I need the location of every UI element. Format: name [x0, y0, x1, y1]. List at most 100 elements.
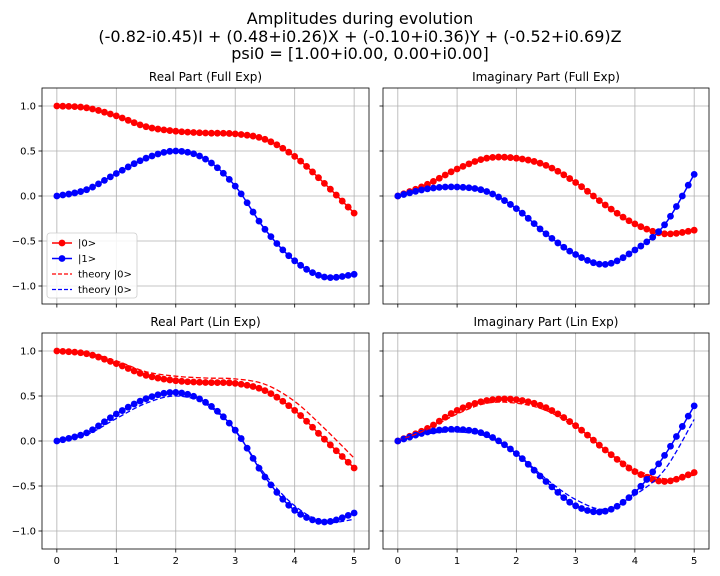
x-tick-label: 5	[691, 556, 697, 567]
data-point	[394, 437, 402, 445]
data-point	[673, 433, 680, 440]
data-point	[554, 410, 562, 418]
data-point	[184, 148, 192, 156]
data-point	[267, 233, 275, 240]
data-point	[453, 407, 461, 414]
data-point	[584, 187, 591, 195]
data-point	[667, 230, 674, 238]
data-point	[338, 273, 346, 280]
data-point	[590, 192, 597, 200]
legend-box	[46, 232, 138, 299]
data-point	[554, 239, 562, 247]
data-point	[649, 227, 657, 235]
data-point	[285, 501, 293, 509]
x-tick-label: 3	[232, 556, 238, 567]
data-point	[160, 389, 168, 397]
data-point	[518, 155, 526, 163]
data-point	[321, 435, 328, 443]
data-point	[261, 225, 269, 233]
data-point	[326, 441, 334, 449]
data-point	[65, 102, 73, 110]
data-point	[142, 395, 150, 403]
data-point	[566, 247, 574, 255]
data-point	[447, 168, 455, 176]
data-point	[160, 375, 168, 383]
data-point	[625, 250, 633, 258]
data-point	[237, 131, 245, 138]
plot-area	[394, 395, 698, 516]
data-point	[178, 377, 186, 385]
y-tick-label: −1.0	[12, 282, 36, 293]
data-point	[225, 379, 233, 387]
data-point	[530, 399, 538, 407]
x-tick-label: 4	[291, 556, 297, 567]
data-point	[678, 473, 686, 481]
data-point	[208, 403, 215, 410]
data-point	[649, 233, 657, 241]
data-point	[178, 389, 186, 397]
legend-label: theory |0>	[78, 270, 132, 281]
data-point	[607, 205, 615, 213]
data-point	[441, 183, 449, 191]
data-point	[178, 147, 186, 155]
data-point	[344, 271, 352, 279]
data-point	[279, 397, 287, 405]
axes-frame	[41, 87, 370, 305]
data-point	[678, 192, 686, 200]
data-point	[118, 114, 126, 122]
data-point	[661, 221, 668, 229]
subplot-title: Imaginary Part (Lin Exp)	[474, 315, 619, 329]
data-point	[237, 380, 245, 388]
data-point	[95, 180, 102, 188]
x-tick-label: 1	[113, 556, 119, 567]
data-point	[297, 510, 305, 518]
data-point	[530, 220, 538, 228]
data-point	[303, 162, 310, 170]
data-point	[303, 417, 310, 425]
data-point	[501, 153, 508, 161]
data-point	[483, 397, 491, 404]
data-point	[213, 379, 221, 387]
data-point	[350, 464, 358, 472]
data-point	[625, 217, 633, 225]
data-point	[309, 269, 316, 277]
data-point	[429, 177, 437, 185]
data-point	[59, 102, 67, 110]
data-point	[237, 190, 245, 198]
y-tick-label: 1.0	[20, 347, 36, 358]
data-point	[106, 110, 114, 118]
data-point	[554, 488, 562, 496]
subplot-3: Real Part (Lin Exp) 0 1 2 3 4 5 1.0 0.5 0.0 −0.5 −1…	[12, 315, 370, 567]
data-point	[118, 407, 126, 414]
data-point	[77, 103, 85, 111]
data-point	[441, 171, 449, 179]
data-point	[684, 181, 692, 189]
data-point	[607, 259, 615, 267]
subplot-title: Real Part (Lin Exp)	[150, 315, 260, 329]
data-point	[536, 225, 544, 233]
theory-line-2	[397, 401, 695, 480]
data-point	[344, 203, 352, 211]
data-point	[501, 197, 508, 204]
data-point	[483, 431, 491, 439]
data-point	[291, 257, 299, 265]
data-point	[279, 495, 287, 503]
data-point	[213, 129, 221, 137]
data-point	[643, 476, 651, 483]
data-point	[619, 213, 627, 221]
data-point	[507, 154, 514, 161]
data-point	[136, 121, 144, 129]
plot-area	[394, 153, 698, 268]
data-point	[303, 514, 310, 521]
data-point	[465, 184, 473, 192]
data-point	[673, 229, 680, 237]
data-point	[332, 273, 340, 281]
data-point	[231, 380, 239, 387]
data-point	[655, 477, 663, 485]
data-point	[202, 155, 209, 163]
data-point	[584, 431, 591, 439]
x-tick-label: 2	[173, 556, 179, 567]
x-tick-label: 5	[351, 556, 357, 567]
data-point	[661, 230, 668, 238]
data-point	[524, 398, 532, 406]
